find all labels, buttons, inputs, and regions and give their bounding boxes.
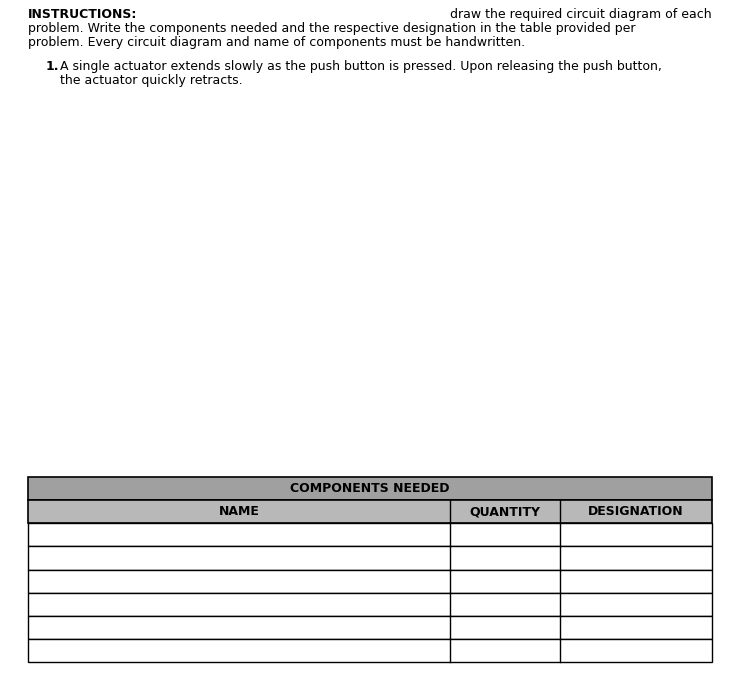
Bar: [28, 592, 712, 616]
Bar: [28, 616, 712, 639]
Text: COMPONENTS NEEDED: COMPONENTS NEEDED: [290, 482, 450, 495]
Text: draw the required circuit diagram of each: draw the required circuit diagram of eac…: [451, 8, 712, 21]
Text: QUANTITY: QUANTITY: [469, 506, 540, 518]
Text: NAME: NAME: [218, 506, 260, 518]
Text: the actuator quickly retracts.: the actuator quickly retracts.: [60, 74, 243, 87]
Text: A single actuator extends slowly as the push button is pressed. Upon releasing t: A single actuator extends slowly as the …: [60, 60, 662, 73]
Bar: [28, 477, 712, 500]
Bar: [28, 500, 712, 523]
Bar: [28, 639, 712, 662]
Bar: [28, 523, 712, 547]
Text: INSTRUCTIONS:: INSTRUCTIONS:: [28, 8, 138, 21]
Bar: [28, 547, 712, 570]
Text: problem. Every circuit diagram and name of components must be handwritten.: problem. Every circuit diagram and name …: [28, 36, 525, 49]
Text: problem. Write the components needed and the respective designation in the table: problem. Write the components needed and…: [28, 22, 636, 35]
Text: DESIGNATION: DESIGNATION: [588, 506, 684, 518]
Text: 1.: 1.: [46, 60, 59, 73]
Bar: [28, 570, 712, 592]
